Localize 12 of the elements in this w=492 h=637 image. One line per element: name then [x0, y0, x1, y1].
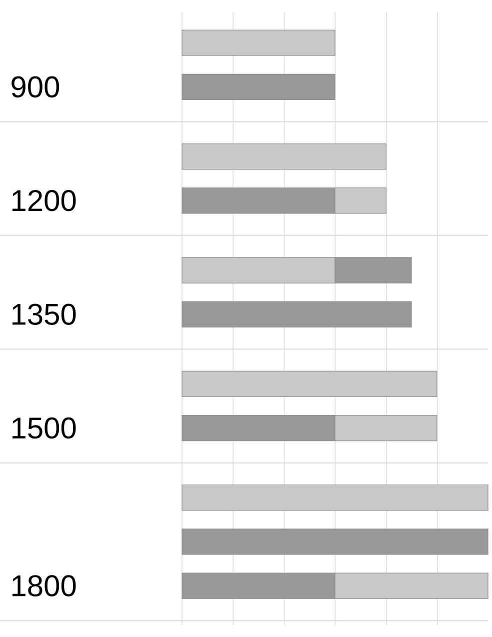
bar: [182, 30, 336, 56]
bar: [182, 143, 386, 170]
y-tick-label: 1500: [12, 417, 76, 439]
y-tick-label: 1800: [12, 575, 76, 596]
bar: [182, 301, 412, 328]
y-tick-label: 1350: [12, 304, 76, 325]
y-tick-label: 1200: [12, 190, 76, 212]
bar: [182, 528, 488, 555]
bar: [182, 484, 488, 511]
bar: [182, 370, 438, 398]
y-tick-label: 900: [12, 76, 60, 98]
bar: [182, 74, 336, 100]
